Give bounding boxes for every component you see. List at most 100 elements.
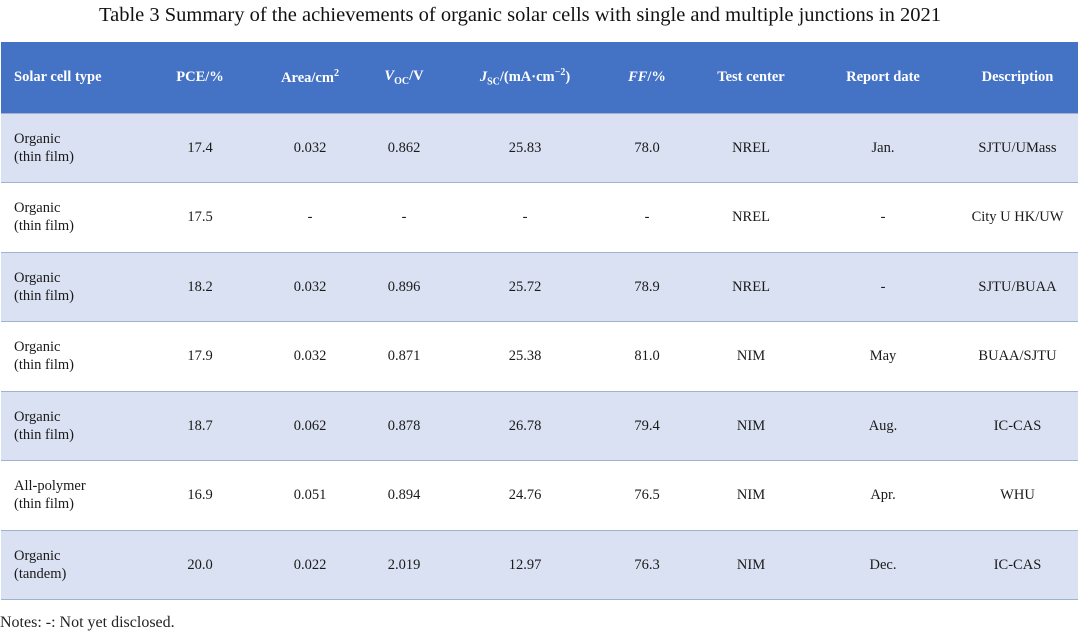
cell-voc: 0.862 (359, 112, 449, 183)
cell-solar-cell-type: Organic (thin film) (1, 321, 139, 391)
cell-desc: IC-CAS (957, 529, 1078, 600)
header-solar-cell-type: Solar cell type (14, 68, 102, 85)
cell-jsc: 12.97 (449, 529, 601, 600)
header-ff-symbol: FF (628, 68, 648, 85)
cell-center: NIM (693, 390, 809, 461)
cell-desc: BUAA/SJTU (957, 321, 1078, 391)
cell-voc: - (359, 182, 449, 252)
cell-solar-cell-type: All-polymer (thin film) (1, 460, 139, 530)
cell-pce: 18.2 (139, 251, 261, 322)
cell-date: Apr. (809, 460, 957, 530)
cell-desc: City U HK/UW (957, 182, 1078, 252)
table-row: Organic (thin film) 17.9 0.032 0.871 25.38 81.… (1, 321, 1078, 391)
header-area-sup: 2 (333, 67, 339, 79)
header-jsc: JSC/(mA·cm−2) (449, 42, 601, 113)
cell-type-line: Organic (14, 547, 61, 564)
cell-desc: WHU (957, 460, 1078, 530)
table-caption: Table 3 Summary of the achievements of o… (99, 4, 941, 26)
cell-ff: 78.0 (601, 112, 693, 183)
cell-center: NREL (693, 112, 809, 183)
cell-type-line: All-polymer (14, 478, 86, 495)
cell-solar-cell-type: Organic (thin film) (1, 112, 139, 183)
header-report-date: Report date (846, 68, 920, 85)
cell-jsc: 25.83 (449, 112, 601, 183)
header-jsc-symbol: J (479, 68, 488, 85)
cell-jsc: 24.76 (449, 460, 601, 530)
cell-area: 0.032 (261, 321, 359, 391)
header-jsc-unit: /(mA·cm (499, 68, 555, 85)
table-row: Organic (thin film) 18.7 0.062 0.878 26.78 79.… (1, 390, 1078, 461)
cell-type-line: Organic (14, 130, 61, 147)
cell-area: 0.062 (261, 390, 359, 461)
cell-ff: 79.4 (601, 390, 693, 461)
cell-voc: 0.871 (359, 321, 449, 391)
cell-center: NREL (693, 182, 809, 252)
header-voc-sub: OC (394, 75, 410, 87)
cell-pce: 17.9 (139, 321, 261, 391)
header-area: Area/cm2 (261, 42, 359, 113)
cell-voc: 0.896 (359, 251, 449, 322)
cell-area: - (261, 182, 359, 252)
cell-ff: 76.5 (601, 460, 693, 530)
cell-type-line: (thin film) (14, 148, 75, 165)
header-area-text: Area/cm (281, 69, 334, 86)
cell-pce: 20.0 (139, 529, 261, 600)
header-jsc-sub: SC (487, 76, 500, 88)
table-row: Organic (thin film) 17.4 0.032 0.862 25.83 78.… (1, 112, 1078, 183)
table-row: All-polymer (thin film) 16.9 0.051 0.894 24.7… (1, 460, 1078, 530)
cell-date: Aug. (809, 390, 957, 461)
cell-desc: IC-CAS (957, 390, 1078, 461)
cell-date: May (809, 321, 957, 391)
header-voc-unit: /V (409, 67, 424, 84)
header-pce: PCE/% (176, 68, 224, 85)
cell-type-line: (thin film) (14, 357, 75, 374)
cell-center: NIM (693, 321, 809, 391)
cell-jsc: 26.78 (449, 390, 601, 461)
cell-center: NREL (693, 251, 809, 322)
header-test-center: Test center (717, 68, 785, 85)
header-description: Description (981, 68, 1054, 85)
header-voc: VOC/V (359, 42, 449, 113)
header-ff-unit: /% (647, 68, 666, 85)
cell-pce: 16.9 (139, 460, 261, 530)
cell-area: 0.022 (261, 529, 359, 600)
cell-jsc: 25.38 (449, 321, 601, 391)
cell-type-line: (thin film) (14, 496, 75, 513)
cell-ff: 78.9 (601, 251, 693, 322)
cell-type-line: Organic (14, 408, 61, 425)
cell-jsc: - (449, 182, 601, 252)
cell-center: NIM (693, 529, 809, 600)
cell-type-line: Organic (14, 339, 61, 356)
cell-voc: 0.894 (359, 460, 449, 530)
cell-type-line: Organic (14, 269, 61, 286)
header-jsc-sup: −2 (554, 66, 566, 78)
cell-desc: SJTU/BUAA (957, 251, 1078, 322)
header-jsc-close: ) (565, 68, 571, 85)
table-row: Organic (tandem) 20.0 0.022 2.019 12.97 76.3 NI… (1, 529, 1078, 600)
cell-pce: 18.7 (139, 390, 261, 461)
cell-area: 0.032 (261, 112, 359, 183)
cell-type-line: (tandem) (14, 565, 67, 582)
cell-date: Jan. (809, 112, 957, 183)
cell-ff: - (601, 182, 693, 252)
achievements-table: Solar cell type PCE/% Area/cm2 VOC/V JSC… (1, 42, 1078, 600)
cell-center: NIM (693, 460, 809, 530)
table-row: Organic (thin film) 18.2 0.032 0.896 25.72 78.… (1, 251, 1078, 322)
table-notes: Notes: -: Not yet disclosed. (0, 614, 175, 631)
header-ff: FF/% (601, 42, 693, 113)
cell-date: Dec. (809, 529, 957, 600)
cell-type-line: (thin film) (14, 287, 75, 304)
table-row: Organic (thin film) 17.5- - - - NREL - City U HK… (1, 182, 1078, 252)
cell-area: 0.051 (261, 460, 359, 530)
cell-desc: SJTU/UMass (957, 112, 1078, 183)
cell-voc: 2.019 (359, 529, 449, 600)
cell-pce: 17.5 (139, 182, 261, 252)
cell-solar-cell-type: Organic (tandem) (1, 529, 139, 600)
cell-type-line: Organic (14, 200, 61, 217)
cell-ff: 81.0 (601, 321, 693, 391)
cell-solar-cell-type: Organic (thin film) (1, 390, 139, 461)
cell-area: 0.032 (261, 251, 359, 322)
cell-type-line: (thin film) (14, 218, 75, 235)
cell-pce: 17.4 (139, 112, 261, 183)
cell-type-line: (thin film) (14, 426, 75, 443)
